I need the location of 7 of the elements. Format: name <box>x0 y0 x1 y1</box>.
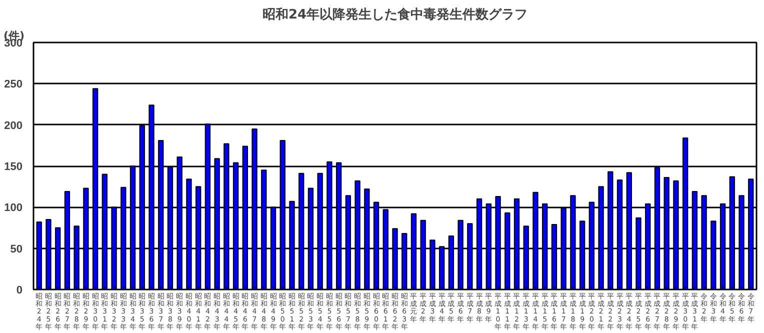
y-tick-label: 150 <box>4 161 23 173</box>
y-tick-label: 50 <box>10 243 23 256</box>
y-tick-label: 0 <box>16 284 23 296</box>
y-tick-label: 200 <box>4 120 23 132</box>
y-tick-label: 100 <box>4 202 23 214</box>
y-tick-label: 250 <box>4 78 23 91</box>
chart-title: 昭和24年以降発生した食中毒発生件数グラフ <box>262 6 528 22</box>
